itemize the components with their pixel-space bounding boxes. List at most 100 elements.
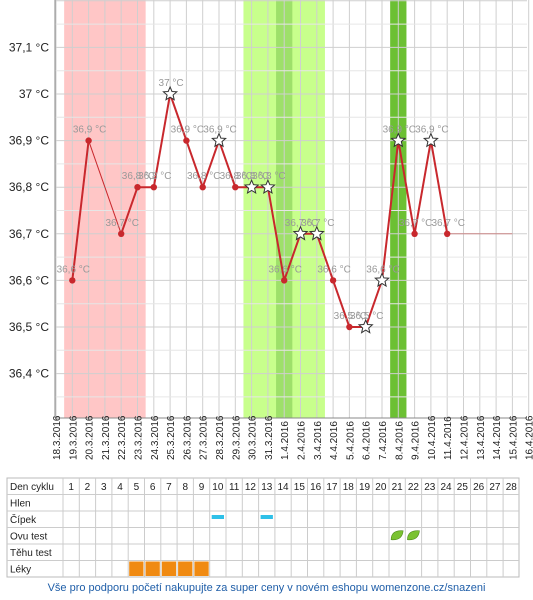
x-tick-label: 10.4.2016	[427, 415, 438, 460]
x-tick-label: 25.3.2016	[166, 415, 177, 460]
x-tick-label: 13.4.2016	[476, 415, 487, 460]
table-row-label: Ovu test	[10, 532, 47, 543]
series-segment	[185, 140, 204, 188]
cycle-day-number: 6	[150, 482, 156, 493]
x-tick-label: 21.3.2016	[101, 415, 112, 460]
x-tick-label: 30.3.2016	[248, 415, 259, 460]
cycle-day-number: 16	[310, 482, 322, 493]
data-point-star	[308, 225, 325, 241]
x-tick-label: 11.4.2016	[443, 416, 454, 460]
table-row-label: Hlen	[10, 499, 31, 510]
leky-marker	[161, 561, 177, 576]
data-label: 36,7 °C	[285, 218, 318, 229]
data-point-star	[259, 178, 276, 194]
data-label: 36,7 °C	[105, 218, 138, 229]
x-tick-label: 31.3.2016	[264, 415, 275, 460]
data-point	[346, 323, 353, 331]
data-label: 36,5 °C	[350, 311, 383, 322]
data-label: 36,9 °C	[383, 125, 416, 136]
y-tick-label: 36,6 °C	[9, 273, 49, 287]
data-label: 36,8 °C	[138, 171, 171, 182]
data-point	[69, 277, 76, 284]
x-tick-label: 8.4.2016	[394, 421, 405, 460]
cycle-day-number: 2	[85, 482, 91, 493]
data-point-star	[422, 132, 439, 148]
data-point	[199, 184, 206, 191]
data-point	[150, 184, 157, 191]
cipek-marker	[211, 515, 224, 519]
data-point-star	[390, 132, 407, 148]
x-tick-label: 26.3.2016	[182, 415, 193, 460]
x-tick-label: 12.4.2016	[460, 415, 471, 460]
table-row-label: Léky	[10, 565, 31, 576]
promo-footer[interactable]: Vše pro podporu početí nakupujte za supe…	[47, 582, 486, 594]
data-point	[281, 277, 288, 284]
data-label: 36,7 °C	[399, 218, 432, 229]
y-tick-label: 36,5 °C	[9, 320, 49, 334]
y-tick-label: 36,8 °C	[9, 180, 49, 194]
data-point-star	[357, 318, 374, 334]
data-point-star	[211, 132, 227, 148]
x-tick-label: 14.4.2016	[492, 415, 503, 460]
y-tick-label: 36,7 °C	[9, 227, 49, 241]
cycle-day-number: 17	[326, 482, 338, 493]
y-axis: 36,4 °C 36,5 °C 36,6 °C 36,7 °C 36,8 °C 36,9 …	[9, 40, 49, 380]
y-tick-label: 37 °C	[19, 87, 49, 101]
x-tick-label: 27.3.2016	[199, 415, 210, 460]
data-label: 36,7 °C	[431, 218, 464, 229]
x-tick-label: 28.3.2016	[215, 415, 226, 460]
cycle-day-number: 27	[489, 482, 501, 493]
cycle-day-number: 21	[392, 482, 404, 493]
x-tick-label: 19.3.2016	[68, 415, 79, 460]
leky-marker	[178, 561, 193, 576]
x-tick-label: 18.3.2016	[52, 415, 63, 460]
cycle-day-number: 5	[134, 482, 140, 493]
data-point	[444, 230, 451, 237]
leky-marker	[145, 561, 160, 576]
cycle-day-number: 10	[212, 482, 224, 493]
series-segment	[266, 187, 286, 281]
series-segment	[332, 280, 351, 328]
x-tick-label: 23.3.2016	[134, 415, 145, 460]
cycle-day-number: 15	[294, 482, 306, 493]
data-label: 36,6 °C	[317, 264, 350, 275]
data-label: 36,7 °C	[301, 218, 334, 229]
x-tick-label: 4.4.2016	[329, 421, 340, 460]
series-segment	[364, 280, 383, 328]
cycle-day-number: 8	[182, 482, 188, 493]
cycle-day-number: 18	[343, 482, 355, 493]
data-label: 36,8 °C	[236, 171, 269, 182]
x-tick-label: 16.4.2016	[525, 415, 533, 460]
data-point-star	[243, 178, 260, 194]
data-point-star	[292, 225, 309, 241]
data-label: 36,8 °C	[122, 171, 155, 182]
cycle-day-number: 9	[199, 482, 205, 493]
data-point-star	[374, 272, 390, 288]
cycle-day-number: 4	[117, 482, 123, 493]
y-tick-label: 36,4 °C	[9, 367, 49, 381]
cycle-table: Den cyklu Hlen Čípek Ovu test Těhu test Léky 1…	[6, 477, 520, 578]
cycle-day-number: 24	[440, 482, 452, 493]
cycle-day-number: 12	[245, 482, 257, 493]
x-tick-label: 6.4.2016	[362, 421, 373, 460]
series-segment	[315, 233, 335, 281]
data-label: 36,9 °C	[415, 125, 448, 136]
cycle-day-number: 13	[261, 482, 273, 493]
ovu-test-icon	[407, 530, 420, 541]
x-tick-label: 3.4.2016	[313, 421, 324, 460]
data-label: 36,8 °C	[187, 171, 220, 182]
x-tick-label: 24.3.2016	[150, 415, 161, 460]
data-point	[411, 230, 418, 237]
x-tick-label: 2.4.2016	[297, 421, 308, 460]
x-tick-label: 5.4.2016	[345, 421, 356, 460]
series-segment	[201, 140, 220, 188]
data-label: 36,8 °C	[220, 171, 253, 182]
ovu-test-icon	[390, 530, 404, 541]
x-tick-label: 29.3.2016	[231, 415, 242, 460]
data-label: 36,9 °C	[73, 125, 106, 136]
series-segment	[120, 186, 139, 235]
data-point	[118, 230, 125, 237]
chart-grid	[54, 0, 530, 419]
y-tick-label: 36,9 °C	[9, 134, 49, 148]
